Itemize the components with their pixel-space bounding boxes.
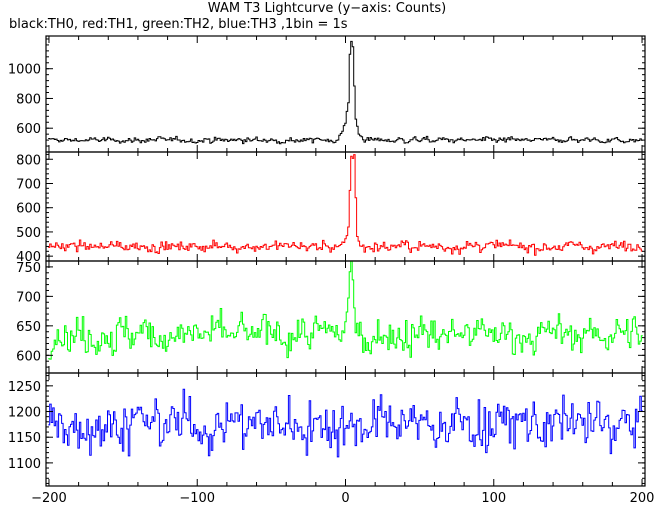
chart-subtitle: black:TH0, red:TH1, green:TH2, blue:TH3 … — [9, 17, 348, 32]
y-tick-label: 800 — [16, 92, 41, 107]
x-tick-label: 100 — [481, 491, 506, 505]
y-tick-label: 800 — [16, 153, 41, 168]
y-tick-label: 600 — [16, 202, 41, 217]
y-tick-label: 600 — [16, 349, 41, 364]
chart-title: WAM T3 Lightcurve (y−axis: Counts) — [207, 1, 447, 16]
y-tick-label: 1250 — [8, 380, 41, 395]
y-tick-label: 1100 — [8, 457, 41, 472]
y-tick-label: 1000 — [8, 63, 41, 78]
panel-frame-th3 — [45, 372, 646, 487]
y-tick-label: 400 — [16, 250, 41, 265]
panel-frame-th2 — [45, 260, 646, 374]
x-tick-label: 200 — [630, 491, 654, 505]
y-tick-label: 600 — [16, 122, 41, 137]
y-tick-label: 650 — [16, 320, 41, 335]
y-tick-label: 750 — [16, 261, 41, 276]
y-tick-label: 700 — [16, 290, 41, 305]
x-tick-label: 0 — [341, 491, 349, 505]
panel-frame-th0 — [45, 35, 646, 153]
x-tick-label: −200 — [31, 491, 67, 505]
y-tick-label: 500 — [16, 226, 41, 241]
y-tick-label: 1150 — [8, 431, 41, 446]
y-tick-label: 700 — [16, 177, 41, 192]
series-line-th0 — [48, 40, 643, 145]
series-line-th2 — [48, 260, 643, 360]
y-tick-label: 1200 — [8, 406, 41, 421]
x-tick-label: −100 — [179, 491, 215, 505]
series-line-th1 — [48, 154, 643, 256]
series-line-th3 — [48, 388, 643, 458]
